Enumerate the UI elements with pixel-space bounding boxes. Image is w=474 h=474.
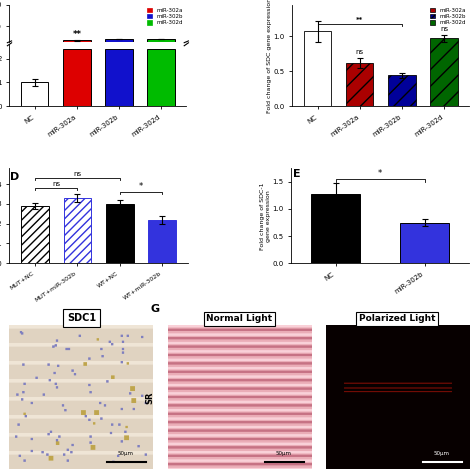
Text: ns: ns <box>52 181 60 187</box>
Legend: miR-302a, miR-302b, miR-302d: miR-302a, miR-302b, miR-302d <box>429 8 466 26</box>
Bar <box>430 38 458 106</box>
Bar <box>21 82 48 106</box>
Bar <box>106 204 134 263</box>
Text: SR: SR <box>146 391 155 403</box>
Bar <box>64 198 91 263</box>
Title: Normal Light: Normal Light <box>206 314 273 323</box>
Y-axis label: Fold change of SDC gene expression: Fold change of SDC gene expression <box>267 0 272 113</box>
Bar <box>311 194 360 263</box>
Text: **: ** <box>356 17 364 23</box>
Bar <box>63 49 91 106</box>
Bar <box>148 220 176 263</box>
Text: ns: ns <box>440 26 448 32</box>
Bar <box>346 63 374 106</box>
Bar <box>400 222 449 263</box>
Title: SDC1: SDC1 <box>67 313 96 323</box>
Bar <box>105 39 133 48</box>
Bar <box>304 31 331 106</box>
Text: **: ** <box>73 30 82 39</box>
Text: D: D <box>10 173 19 182</box>
Text: 50μm: 50μm <box>434 451 450 456</box>
Title: Polarized Light: Polarized Light <box>359 314 436 323</box>
Bar <box>388 75 416 106</box>
Bar <box>147 49 175 106</box>
Text: *: * <box>139 182 143 191</box>
Y-axis label: Fold change of SDC-1
gene expression: Fold change of SDC-1 gene expression <box>260 182 271 249</box>
Bar <box>21 206 49 263</box>
Text: *: * <box>378 169 382 178</box>
Bar <box>63 40 91 48</box>
Text: E: E <box>293 169 301 180</box>
Text: 50μm: 50μm <box>276 451 292 456</box>
Text: ns: ns <box>356 49 364 55</box>
Bar <box>147 39 175 48</box>
Text: 50μm: 50μm <box>118 451 134 456</box>
Bar <box>105 49 133 106</box>
Legend: miR-302a, miR-302b, miR-302d: miR-302a, miR-302b, miR-302d <box>146 8 183 26</box>
Text: G: G <box>150 304 159 314</box>
Text: ns: ns <box>73 171 82 177</box>
